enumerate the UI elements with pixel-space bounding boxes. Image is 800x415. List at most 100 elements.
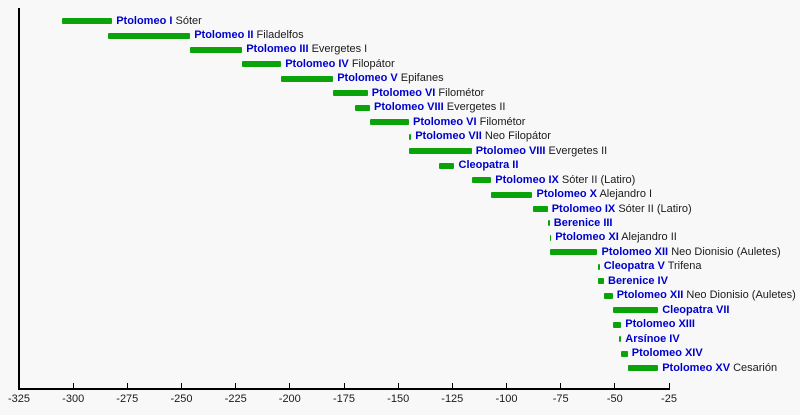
reign-label: Ptolomeo III Evergetes I	[246, 43, 367, 56]
reign-label: Cleopatra VII	[662, 304, 729, 317]
reign-label: Berenice III	[554, 217, 613, 230]
reign-label: Ptolomeo XII Neo Dionisio (Auletes)	[602, 246, 781, 259]
reign-bar	[612, 307, 659, 314]
reign-label: Ptolomeo VIII Evergetes II	[476, 145, 607, 158]
ruler-epithet: Cesarión	[733, 361, 778, 374]
ruler-epithet: Filadelfos	[256, 29, 304, 41]
reign-bar	[549, 249, 598, 256]
x-axis-tick	[560, 383, 562, 388]
x-axis-tick-label: -250	[170, 393, 193, 405]
reign-bar	[281, 75, 334, 82]
ruler-epithet: Alejandro II	[621, 231, 677, 244]
ruler-name: Ptolomeo IX	[495, 173, 559, 186]
x-axis-tick-label: -200	[278, 393, 301, 405]
ruler-name: Ptolomeo IX	[551, 202, 616, 215]
x-axis-tick	[397, 383, 399, 388]
x-axis-tick	[451, 383, 453, 388]
ruler-name: Ptolomeo XII	[601, 245, 669, 258]
x-axis-tick	[72, 383, 74, 388]
ruler-epithet: Epifanes	[400, 72, 444, 85]
x-axis-tick	[18, 383, 20, 388]
ruler-name: Arsínoe IV	[625, 332, 680, 345]
reign-bar	[549, 234, 552, 241]
ruler-name: Ptolomeo VIII	[374, 101, 444, 114]
x-axis-tick-label: -125	[441, 393, 464, 405]
reign-bar	[333, 90, 368, 97]
x-axis-tick-label: -150	[387, 393, 410, 405]
reign-label: Ptolomeo I Sóter	[116, 15, 202, 28]
reign-bar	[532, 206, 548, 212]
reign-bar	[627, 365, 659, 371]
ruler-epithet: Filopátor	[351, 57, 395, 70]
ruler-name: Berenice IV	[608, 274, 668, 287]
ruler-epithet: Neo Dionisio (Auletes)	[671, 245, 781, 258]
reign-bar	[491, 191, 533, 198]
ruler-name: Ptolomeo III	[246, 43, 309, 56]
reign-label: Ptolomeo V Epifanes	[337, 72, 443, 85]
ruler-name: Ptolomeo VII	[415, 130, 482, 143]
x-axis-tick	[614, 383, 616, 388]
ruler-name: Ptolomeo XIV	[631, 347, 703, 359]
x-axis-tick-label: -175	[332, 393, 356, 405]
reign-bar	[619, 336, 622, 343]
reign-bar	[439, 162, 455, 169]
ruler-name: Ptolomeo XIII	[625, 318, 695, 331]
reign-bar	[621, 350, 628, 357]
reign-bar	[107, 32, 191, 39]
reign-bar	[354, 104, 370, 111]
ruler-epithet: Evergetes II	[548, 144, 608, 157]
ruler-epithet: Neo Filopátor	[484, 130, 551, 143]
ruler-epithet: Filométor	[479, 115, 526, 128]
x-axis-tick-label: -325	[7, 393, 31, 405]
ruler-epithet: Evergetes I	[311, 43, 368, 56]
ruler-name: Ptolomeo IV	[285, 57, 349, 70]
reign-label: Ptolomeo IV Filopátor	[285, 58, 394, 71]
reign-bar	[597, 263, 600, 270]
ruler-epithet: Evergetes II	[446, 101, 506, 114]
x-axis-tick	[235, 383, 237, 388]
ruler-name: Ptolomeo XII	[616, 289, 684, 302]
x-axis-tick-label: -50	[606, 393, 623, 405]
reign-label: Ptolomeo II Filadelfos	[194, 29, 303, 42]
ruler-name: Ptolomeo VI	[371, 86, 436, 99]
ruler-epithet: Sóter	[175, 14, 202, 27]
ruler-name: Ptolomeo II	[194, 29, 254, 41]
reign-bar	[62, 18, 113, 24]
x-axis-tick-label: -225	[224, 393, 247, 405]
reign-bar	[370, 119, 409, 126]
ruler-name: Cleopatra II	[458, 159, 519, 172]
reign-label: Ptolomeo XIV	[632, 347, 703, 360]
x-axis-tick	[126, 383, 128, 388]
reign-label: Ptolomeo XI Alejandro II	[555, 231, 677, 244]
reign-bar	[242, 61, 282, 68]
reign-bar	[471, 177, 492, 183]
ruler-epithet: Neo Dionisio (Auletes)	[686, 289, 796, 302]
reign-bar	[190, 46, 243, 53]
x-axis-tick	[289, 383, 291, 388]
reign-label: Ptolomeo X Alejandro I	[537, 188, 653, 201]
reign-label: Arsínoe IV	[625, 333, 679, 346]
reign-label: Ptolomeo XIII	[625, 318, 695, 331]
x-axis-line	[18, 388, 670, 390]
y-axis-line	[18, 8, 20, 390]
ruler-name: Cleopatra V	[603, 260, 665, 273]
ruler-name: Ptolomeo I	[116, 14, 173, 27]
reign-bar	[409, 133, 412, 140]
reign-label: Cleopatra II	[459, 159, 519, 172]
reign-label: Ptolomeo IX Sóter II (Latiro)	[495, 174, 635, 187]
reign-label: Ptolomeo VI Filométor	[413, 116, 525, 129]
reign-bar	[409, 148, 472, 155]
ruler-name: Ptolomeo XV	[662, 361, 731, 374]
ruler-epithet: Trifena	[667, 260, 702, 273]
x-axis-tick	[181, 383, 182, 388]
ruler-name: Ptolomeo V	[337, 72, 398, 85]
reign-bar	[604, 292, 613, 299]
ruler-epithet: Filométor	[438, 86, 485, 99]
ruler-name: Cleopatra VII	[662, 303, 730, 316]
reign-label: Cleopatra V Trifena	[604, 260, 702, 273]
ruler-epithet: Sóter II (Latiro)	[618, 202, 692, 215]
ruler-epithet: Alejandro I	[599, 188, 653, 200]
x-axis-tick-label: -275	[116, 393, 139, 405]
ruler-name: Ptolomeo X	[536, 188, 598, 200]
